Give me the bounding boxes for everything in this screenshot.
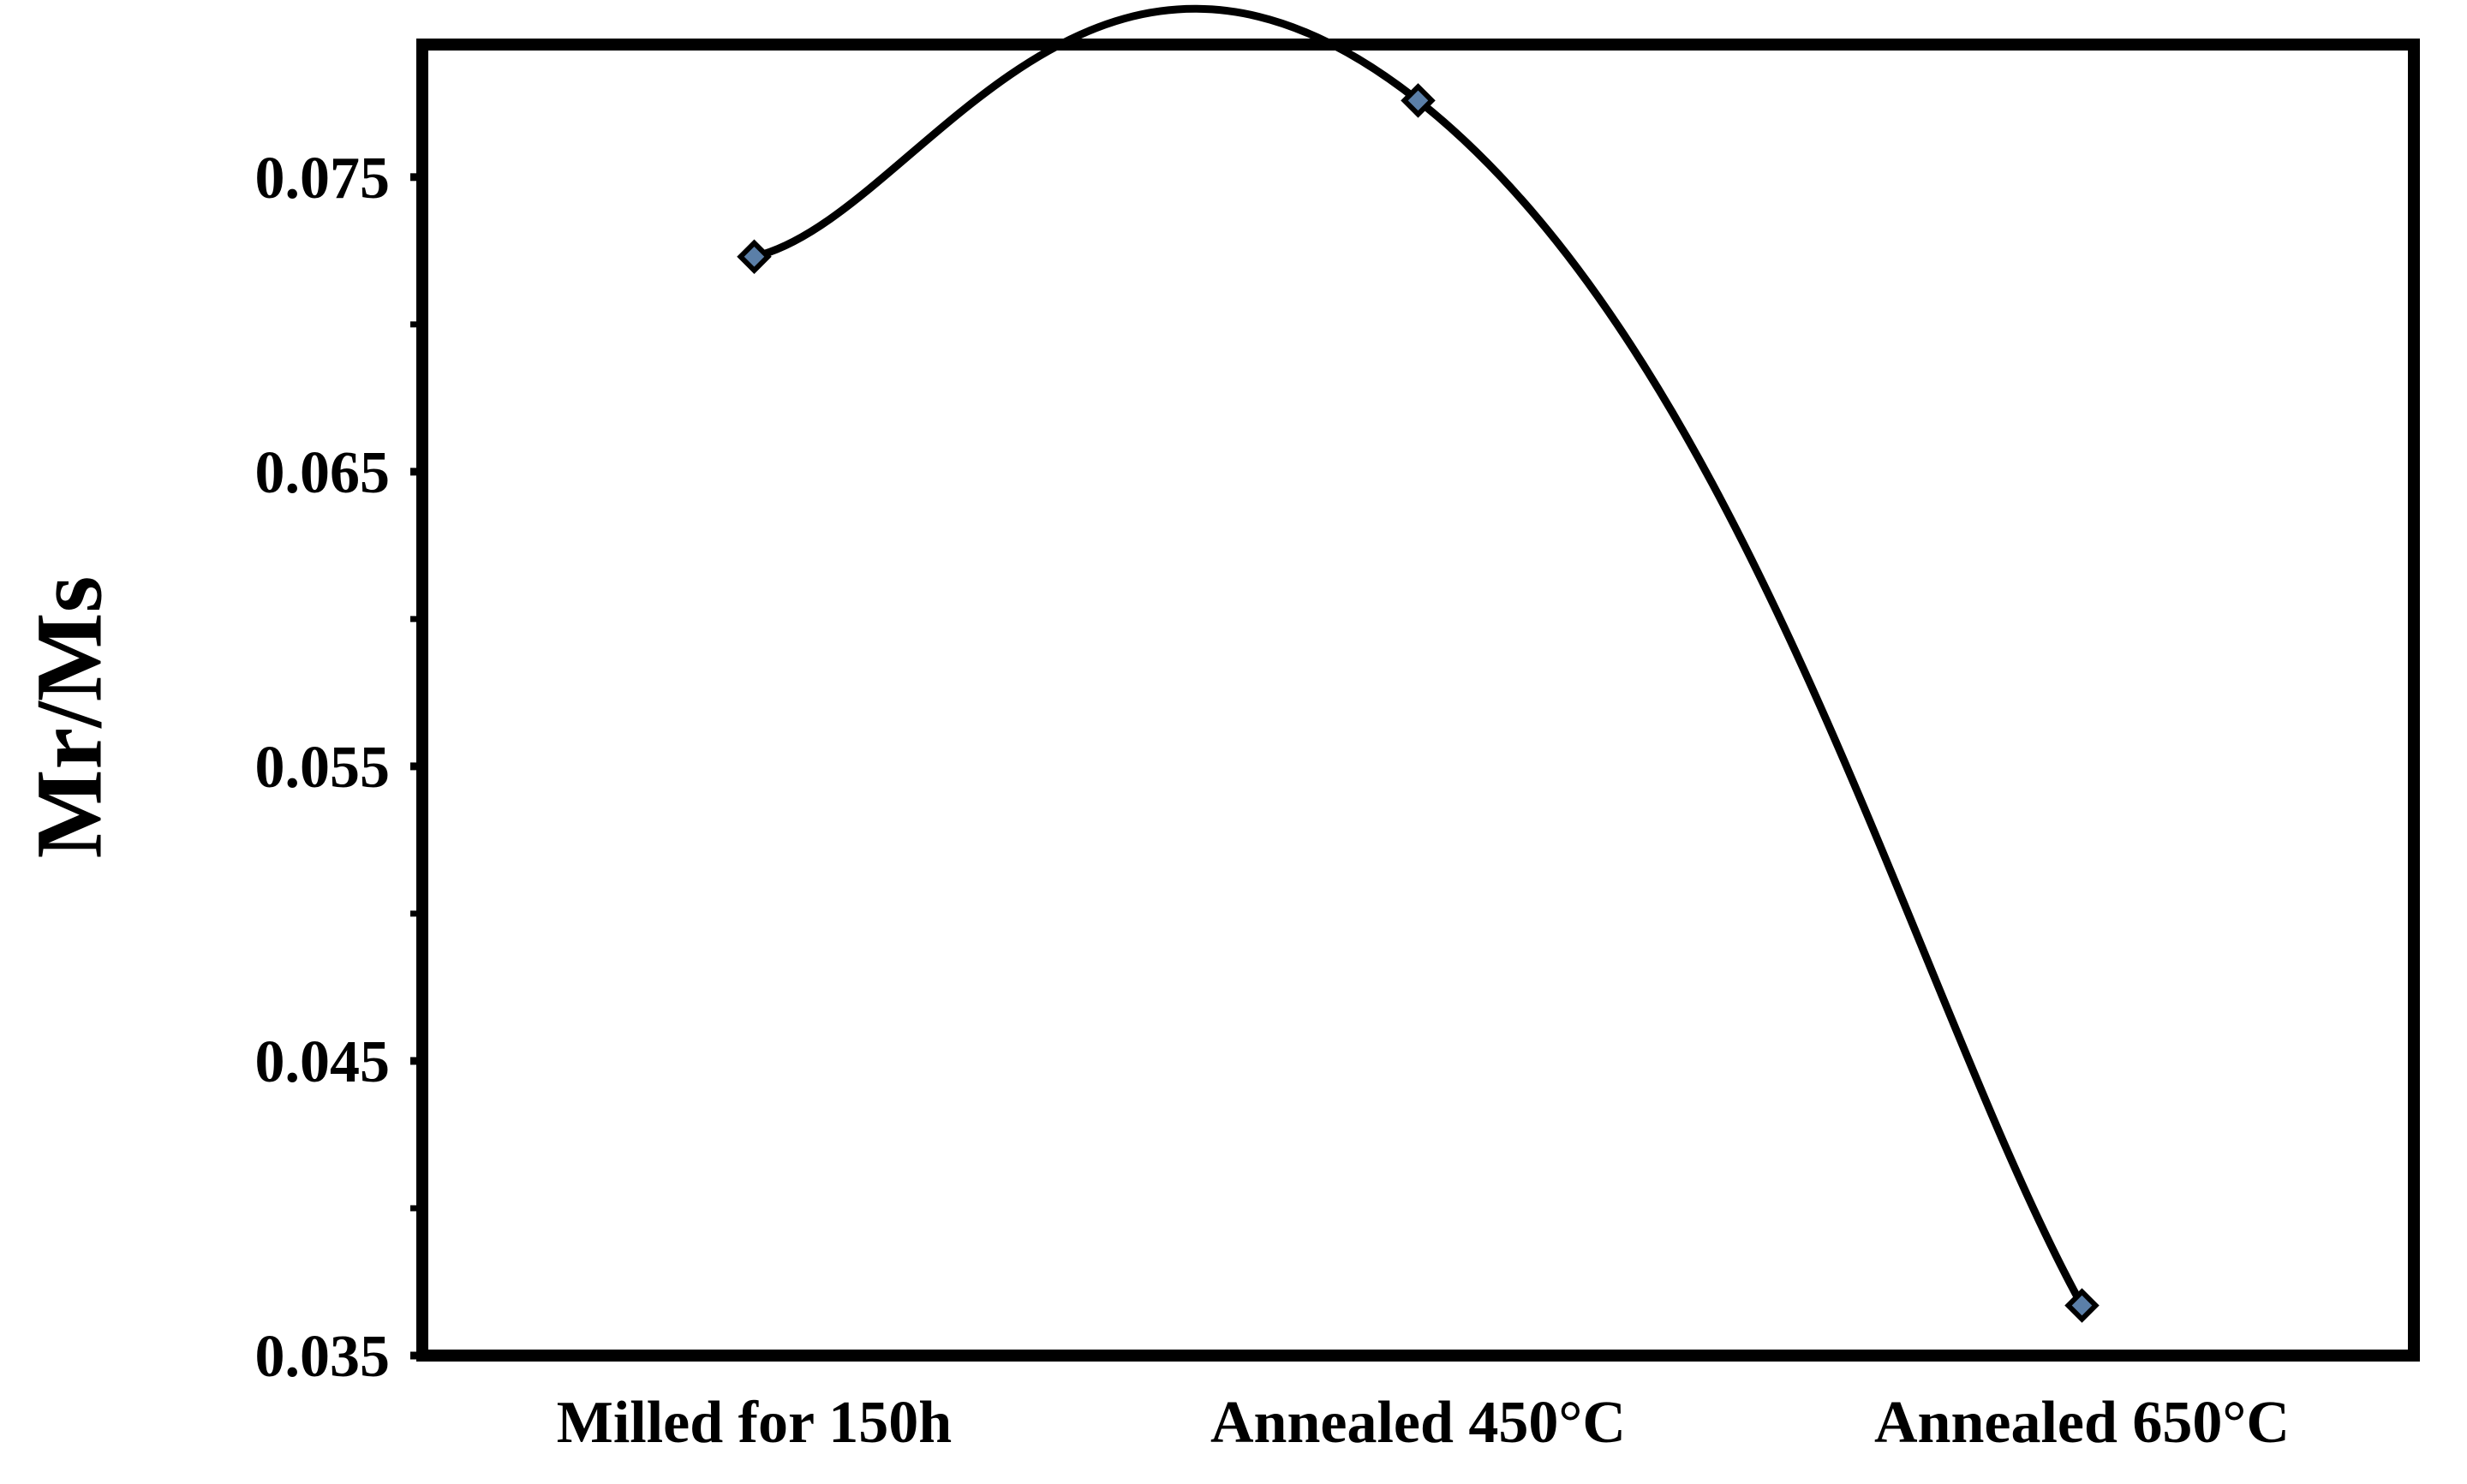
y-tick-label: 0.055 <box>255 735 391 801</box>
series-line <box>750 4 2086 1310</box>
y-axis-tick-labels: 0.035 0.045 0.055 0.065 0.075 <box>255 146 391 1390</box>
y-tick-label: 0.045 <box>255 1029 391 1095</box>
y-tick-label: 0.065 <box>255 440 391 506</box>
y-tick-label: 0.075 <box>255 146 391 212</box>
x-tick-label: Annealed 650°C <box>1874 1390 2290 1456</box>
x-tick-label: Annealed 450°C <box>1210 1390 1626 1456</box>
y-axis-title: Mr/Ms <box>16 576 121 859</box>
data-point-marker <box>2064 1288 2100 1323</box>
data-point-marker <box>737 239 772 274</box>
data-point-marker <box>1401 83 1436 118</box>
x-tick-label: Milled for 150h <box>557 1390 952 1456</box>
data-point-markers <box>737 83 2100 1323</box>
x-axis-tick-labels: Milled for 150h Annealed 450°C Annealed 65… <box>557 1390 2290 1456</box>
y-tick-label: 0.035 <box>255 1324 391 1390</box>
plot-frame <box>416 39 2420 1362</box>
